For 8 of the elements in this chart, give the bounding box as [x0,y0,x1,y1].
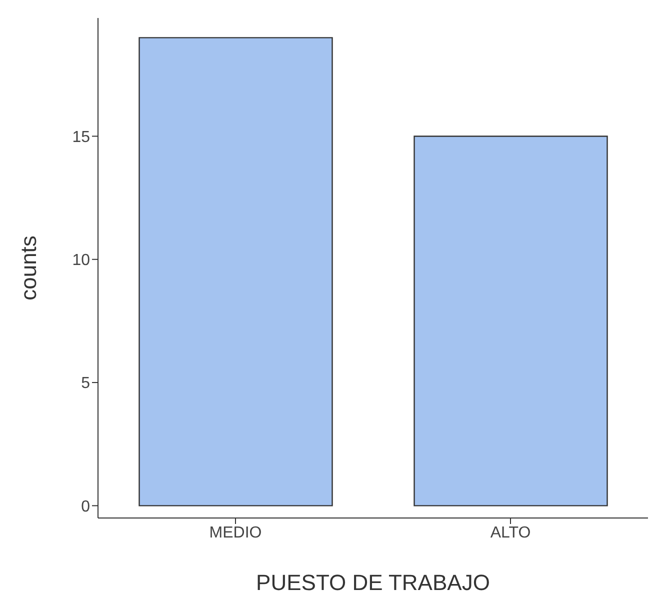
y-tick-label: 0 [81,498,90,516]
x-tick-label: MEDIO [209,524,262,542]
y-axis-title: counts [16,236,41,300]
x-axis-title: PUESTO DE TRABAJO [256,570,490,595]
x-tick-label: ALTO [490,524,531,542]
y-tick-label: 10 [72,252,90,270]
y-tick-label: 5 [81,375,90,392]
y-tick-label: 15 [72,128,90,146]
